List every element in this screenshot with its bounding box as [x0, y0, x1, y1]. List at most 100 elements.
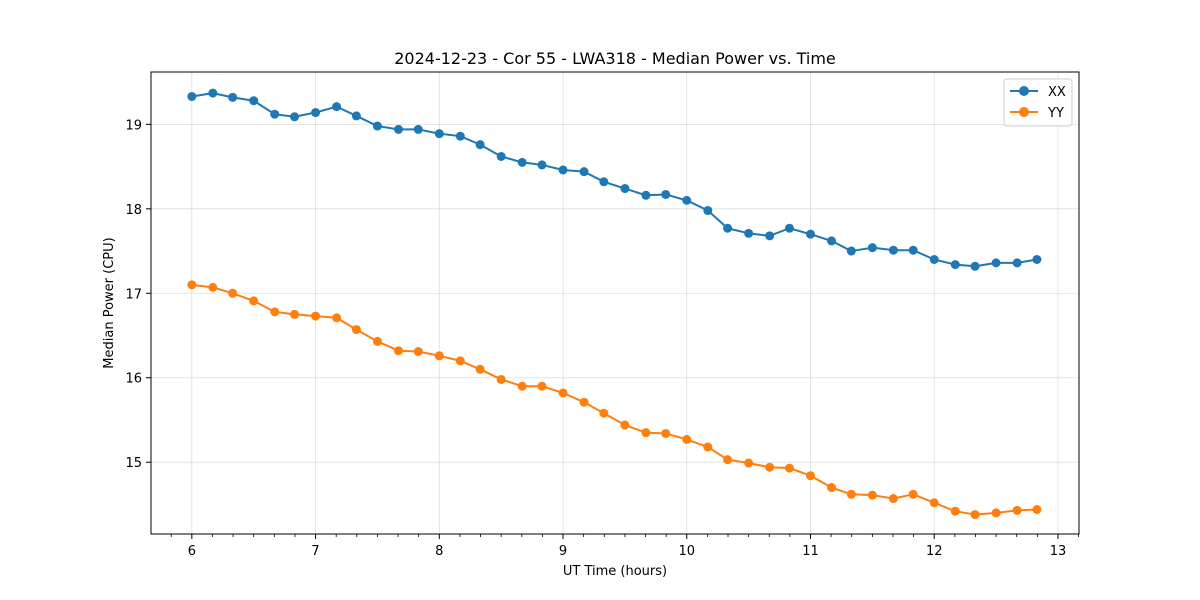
- series-yy-point: [661, 428, 671, 438]
- legend: XX YY: [1003, 78, 1073, 127]
- series-yy-point: [558, 388, 568, 398]
- series-xx-point: [682, 195, 692, 205]
- series-xx-point: [413, 124, 423, 134]
- axis-ticks: 6 7 8 9 10 11 12 13 15 16 17 18 19: [125, 118, 1079, 559]
- series-yy-point: [888, 494, 898, 504]
- series-yy-point: [846, 489, 856, 499]
- series-xx-point: [950, 260, 960, 270]
- series-yy-point: [455, 356, 465, 366]
- legend-xx-label: XX: [1048, 85, 1066, 100]
- series-xx-point: [723, 223, 733, 233]
- series-xx-point: [579, 167, 589, 177]
- series-xx-point: [1012, 258, 1022, 268]
- series-xx-point: [744, 228, 754, 238]
- series-yy-point: [290, 309, 300, 319]
- series-xx-point: [351, 111, 361, 121]
- series-yy-point: [723, 455, 733, 465]
- series-xx-point: [372, 121, 382, 131]
- series-yy-point: [517, 381, 527, 391]
- series-yy-point: [599, 408, 609, 418]
- series-xx-point: [496, 151, 506, 161]
- x-tick-label: 7: [311, 544, 319, 559]
- series-xx-point: [806, 229, 815, 239]
- series-yy-point: [208, 282, 218, 292]
- series-yy-point: [827, 483, 837, 493]
- series-yy-point: [537, 381, 547, 391]
- series-xx-point: [867, 243, 877, 253]
- series-xx-point: [827, 236, 837, 246]
- grid-lines: [151, 72, 1079, 534]
- legend-xx-marker: [1019, 86, 1029, 96]
- series-yy-point: [991, 508, 1001, 518]
- series-xx-point: [270, 109, 280, 119]
- legend-yy-label: YY: [1047, 106, 1064, 121]
- series-yy-point: [784, 463, 794, 473]
- series-yy-point: [806, 471, 815, 481]
- x-tick-label: 13: [1050, 544, 1067, 559]
- series-xx-point: [332, 102, 342, 112]
- series-xx-point: [599, 177, 609, 187]
- series-xx-point: [537, 160, 547, 170]
- x-tick-label: 12: [926, 544, 943, 559]
- series-yy-point: [744, 458, 754, 468]
- series-yy-point: [908, 489, 918, 499]
- series-yy-point: [867, 490, 877, 500]
- series-xx-point: [434, 129, 444, 139]
- series-yy-point: [579, 397, 589, 407]
- series-xx-point: [290, 112, 300, 122]
- y-tick-label: 19: [125, 118, 142, 133]
- series-xx-point: [703, 206, 713, 216]
- series-xx-point: [187, 91, 197, 101]
- plot-frame: [150, 71, 1080, 535]
- series-xx-point: [888, 245, 898, 255]
- series-xx-point: [784, 223, 794, 233]
- y-axis-label: Median Power (CPU): [102, 237, 117, 368]
- x-tick-label: 8: [435, 544, 443, 559]
- series-yy-point: [311, 311, 321, 321]
- series-xx-point: [208, 88, 218, 98]
- series-yy-point: [270, 307, 280, 317]
- x-tick-label: 10: [678, 544, 695, 559]
- series-xx-point: [517, 157, 527, 167]
- series-yy-point: [1032, 505, 1042, 515]
- y-tick-label: 18: [125, 203, 142, 218]
- series-yy-point: [393, 346, 403, 356]
- series-xx-point: [558, 165, 568, 175]
- series-yy-point: [434, 351, 444, 361]
- series-xx-point: [641, 190, 651, 200]
- series-yy-point: [970, 510, 980, 520]
- series-yy-point: [950, 506, 960, 516]
- x-axis-label: UT Time (hours): [563, 564, 667, 579]
- chart-title: 2024-12-23 - Cor 55 - LWA318 - Median Po…: [394, 49, 836, 68]
- series-xx-point: [249, 96, 259, 106]
- series-xx-point: [311, 108, 321, 118]
- series-xx-point: [661, 189, 671, 199]
- series-yy-point: [703, 442, 713, 452]
- series-xx-point: [765, 231, 775, 241]
- series-yy-point: [682, 434, 692, 444]
- series-yy-point: [332, 313, 342, 323]
- series-xx-point: [929, 255, 939, 264]
- series-xx-point: [228, 92, 238, 102]
- series-yy-point: [765, 462, 775, 472]
- series-xx-point: [620, 184, 630, 194]
- series-xx-point: [475, 140, 485, 150]
- series-yy-point: [187, 280, 197, 290]
- series-yy-point: [413, 347, 423, 357]
- series-yy-point: [620, 420, 630, 430]
- series-group: [187, 88, 1042, 520]
- series-yy-point: [641, 428, 651, 438]
- series-yy-point: [475, 364, 485, 374]
- series-yy-point: [929, 498, 939, 508]
- series-yy-point: [1012, 505, 1022, 515]
- series-yy-point: [228, 288, 238, 298]
- series-xx-point: [1032, 255, 1042, 264]
- series-yy-point: [496, 374, 506, 384]
- x-tick-label: 11: [802, 544, 819, 559]
- series-xx-point: [455, 131, 465, 141]
- y-tick-label: 15: [125, 456, 142, 471]
- series-yy-point: [372, 336, 382, 346]
- series-xx-point: [908, 245, 918, 255]
